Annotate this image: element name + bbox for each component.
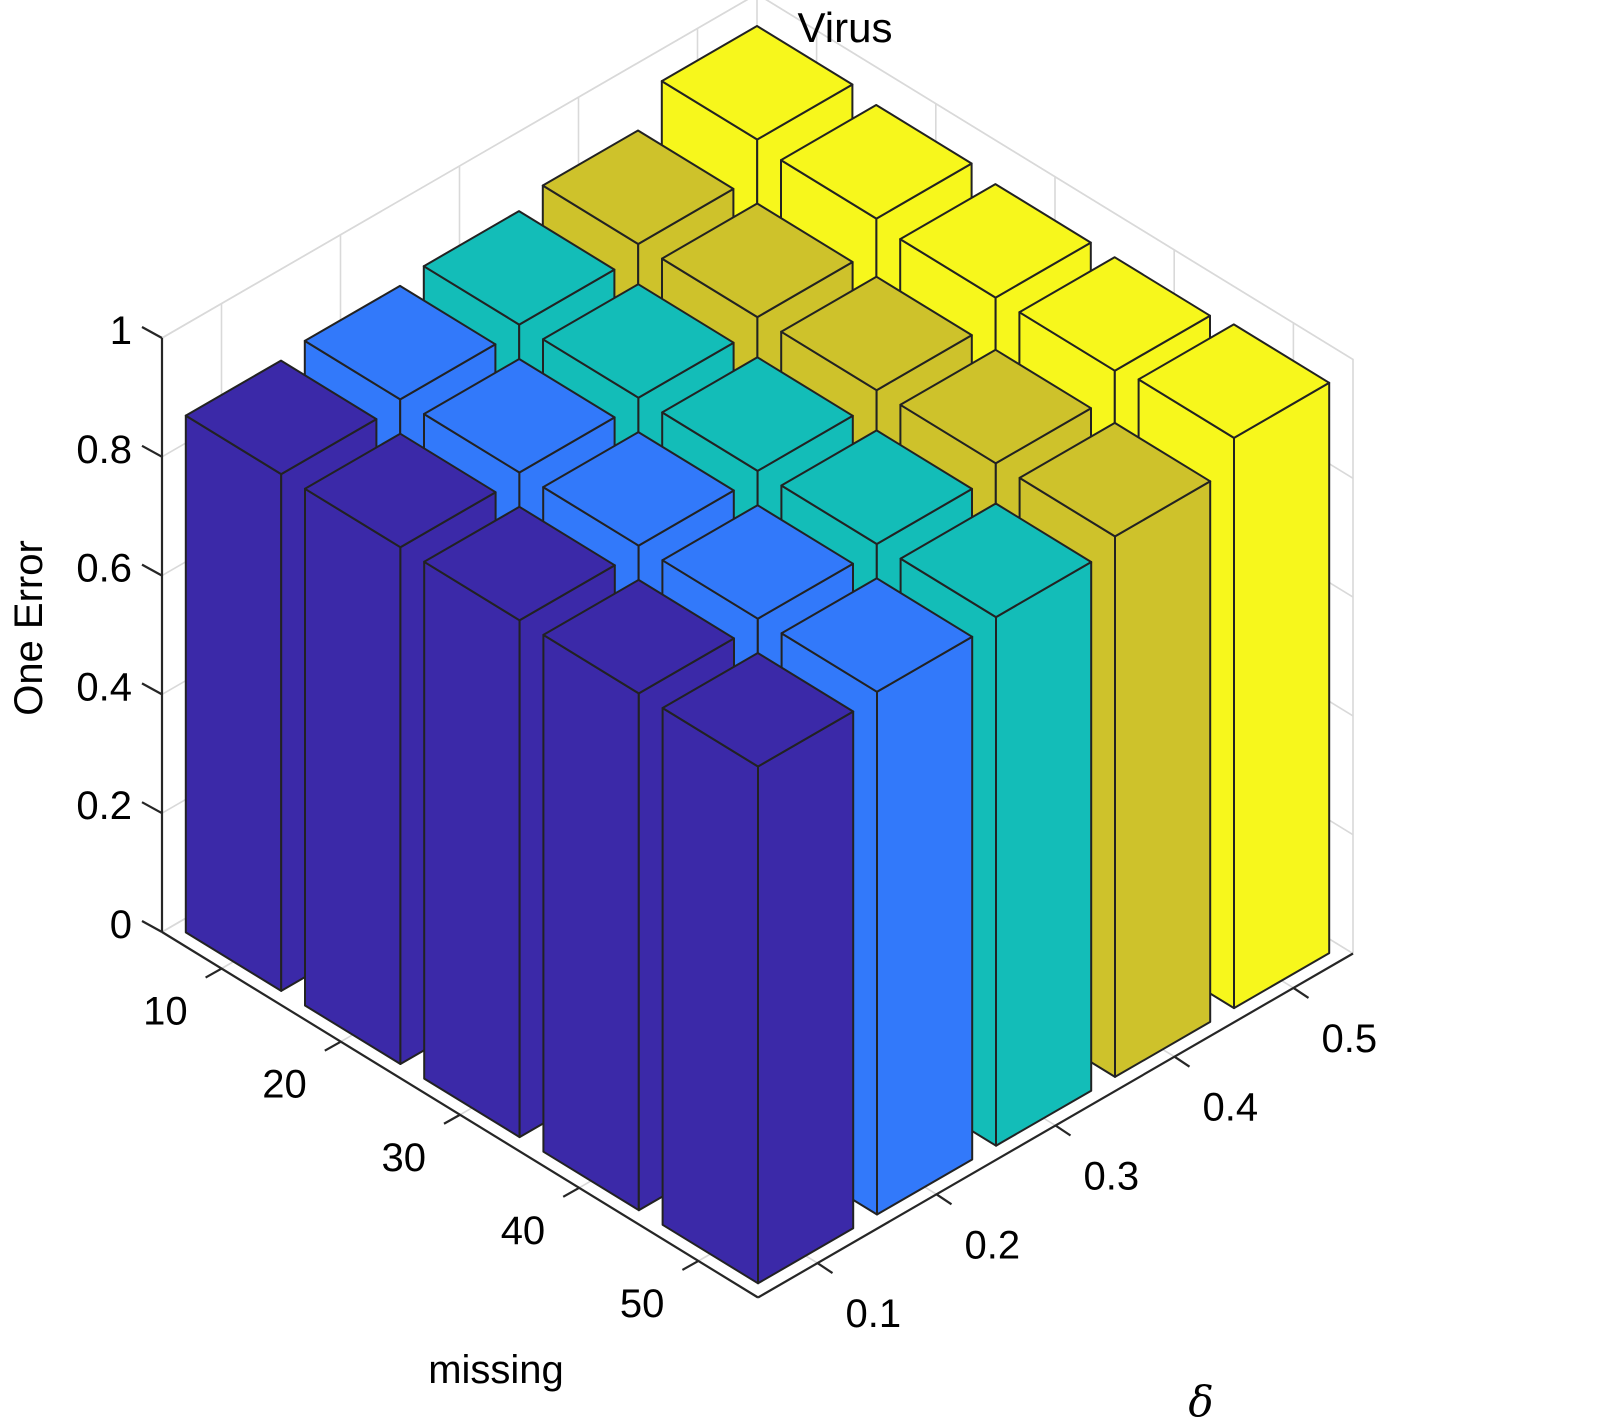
missing-tick-label: 20 bbox=[262, 1063, 307, 1107]
delta-tick-mark bbox=[1292, 986, 1310, 999]
bar-front-face bbox=[184, 414, 283, 992]
bar-top-face bbox=[184, 359, 378, 476]
z-tick-mark bbox=[141, 563, 163, 577]
bar-front-face bbox=[304, 487, 402, 1065]
z-tick-label: 0 bbox=[110, 903, 132, 947]
bar-top-face bbox=[304, 432, 497, 549]
bar-top-face bbox=[1018, 256, 1211, 372]
bar-side-face bbox=[1233, 381, 1331, 1010]
bar-front-face bbox=[423, 560, 521, 1139]
bar-top-face bbox=[780, 577, 974, 693]
bar-top-face bbox=[899, 348, 1092, 465]
delta-tick-label: 0.4 bbox=[1203, 1086, 1259, 1130]
bar-front-face bbox=[542, 633, 640, 1212]
bar-top-face bbox=[542, 578, 735, 695]
bar-layer bbox=[184, 25, 1331, 1285]
bar-top-face bbox=[780, 104, 973, 220]
missing-tick-label: 10 bbox=[143, 990, 188, 1034]
bar-top-face bbox=[423, 505, 616, 622]
bar-top-face bbox=[661, 202, 854, 319]
missing-tick-mark bbox=[324, 1040, 342, 1052]
bar-top-face bbox=[899, 502, 1093, 619]
delta-tick-label: 0.5 bbox=[1322, 1017, 1378, 1061]
missing-tick-label: 50 bbox=[620, 1282, 665, 1326]
missing-tick-label: 30 bbox=[382, 1136, 427, 1180]
delta-tick-mark bbox=[816, 1262, 834, 1275]
bar-top-face bbox=[661, 504, 854, 620]
label-layer: Virus One Error missing δ 0 0.2 0.4 0.6 0.8 1… bbox=[7, 4, 1377, 1425]
z-tick-mark bbox=[141, 326, 163, 339]
bar-top-face bbox=[780, 429, 973, 545]
z-tick-label: 0.2 bbox=[76, 784, 132, 828]
bar-top-face bbox=[541, 129, 735, 245]
bar-top-face bbox=[1137, 323, 1331, 439]
bar-side-face bbox=[1114, 480, 1212, 1078]
bar-top-face bbox=[661, 356, 854, 472]
bar-top-face bbox=[899, 183, 1092, 299]
bar-top-face bbox=[660, 25, 854, 141]
z-tick-label: 0.8 bbox=[76, 428, 132, 472]
missing-tick-mark bbox=[562, 1186, 580, 1198]
delta-tick-label: 0.1 bbox=[846, 1292, 902, 1336]
missing-tick-mark bbox=[443, 1113, 461, 1125]
bar-top-face bbox=[542, 431, 735, 547]
axis-layer bbox=[141, 326, 1354, 1299]
missing-tick-label: 40 bbox=[501, 1209, 546, 1253]
delta-tick-label: 0.2 bbox=[965, 1223, 1021, 1267]
bar bbox=[661, 652, 855, 1285]
y-axis-label: δ bbox=[1188, 1377, 1213, 1425]
chart-title: Virus bbox=[798, 4, 893, 51]
delta-tick-mark bbox=[1173, 1055, 1191, 1068]
z-tick-mark bbox=[141, 682, 163, 696]
bar-front-face bbox=[661, 707, 759, 1285]
z-axis-label: One Error bbox=[7, 540, 51, 716]
z-gridline bbox=[161, 0, 1354, 361]
bar-top-face bbox=[303, 284, 497, 401]
bar-side-face bbox=[876, 635, 974, 1216]
bar-side-face bbox=[757, 710, 855, 1285]
z-tick-mark bbox=[141, 801, 163, 815]
z-tick-label: 0.4 bbox=[76, 665, 132, 709]
missing-tick-mark bbox=[681, 1259, 699, 1271]
bar-top-face bbox=[542, 283, 735, 399]
delta-tick-mark bbox=[935, 1193, 953, 1206]
bar-top-face bbox=[1018, 421, 1212, 538]
bar-top-face bbox=[423, 358, 616, 474]
z-tick-label: 0.6 bbox=[76, 547, 132, 591]
z-tick-label: 1 bbox=[110, 309, 132, 353]
bar-top-face bbox=[780, 275, 973, 392]
bar-side-face bbox=[995, 561, 1093, 1147]
bar-top-face bbox=[422, 210, 616, 326]
delta-tick-mark bbox=[1054, 1124, 1072, 1137]
z-tick-mark bbox=[141, 920, 163, 933]
bar-top-face bbox=[661, 652, 855, 768]
x-axis-label: missing bbox=[428, 1348, 564, 1392]
missing-tick-mark bbox=[205, 967, 223, 979]
delta-tick-label: 0.3 bbox=[1084, 1155, 1140, 1199]
z-tick-mark bbox=[141, 444, 163, 458]
